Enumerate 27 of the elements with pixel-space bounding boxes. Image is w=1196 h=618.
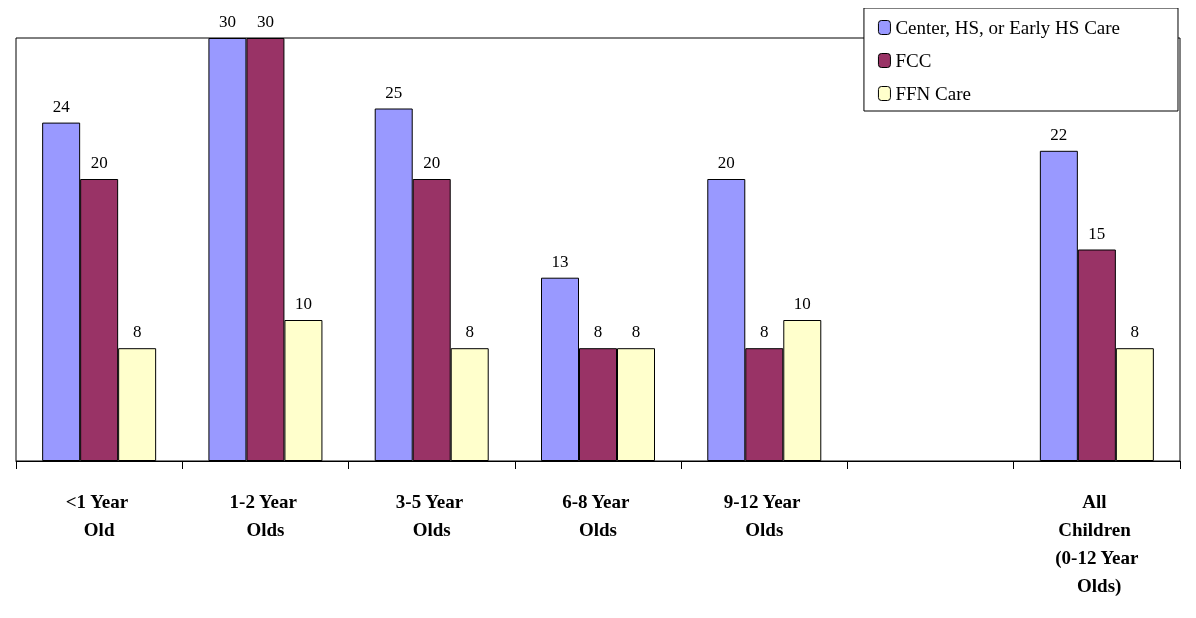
data-label: 22 — [1050, 124, 1068, 144]
data-label: 15 — [1088, 223, 1106, 243]
data-label: 8 — [760, 322, 769, 342]
x-tick-label: 3-5 Year Olds — [395, 490, 468, 540]
data-label: 8 — [631, 322, 641, 342]
data-label: 24 — [52, 96, 71, 116]
legend-label: FFN Care — [895, 83, 971, 104]
data-label: 25 — [385, 82, 403, 102]
data-label: 30 — [218, 12, 236, 31]
data-label: 8 — [593, 322, 603, 342]
data-label: 20 — [90, 153, 108, 172]
data-label: 13 — [551, 251, 569, 271]
x-tick-label: 6-8 Year Olds — [562, 490, 634, 540]
data-label: 10 — [294, 294, 312, 313]
x-tick-label: All Children (0-12 Year Olds) — [1055, 490, 1140, 597]
data-label: 10 — [793, 294, 811, 313]
x-tick-label: 9-12 Year Olds — [723, 490, 805, 540]
x-tick-label: <1 Year Old — [65, 490, 133, 540]
data-label: 8 — [465, 322, 474, 342]
legend-label: FCC — [895, 50, 932, 71]
data-label: 8 — [132, 322, 142, 342]
data-label: 20 — [717, 153, 735, 172]
legend-label: Center, HS, or Early HS Care — [895, 17, 1121, 38]
data-label: 30 — [256, 12, 274, 31]
data-label: 20 — [423, 153, 441, 172]
x-tick-label: 1-2 Year Olds — [229, 490, 302, 540]
data-label: 8 — [1130, 322, 1140, 342]
